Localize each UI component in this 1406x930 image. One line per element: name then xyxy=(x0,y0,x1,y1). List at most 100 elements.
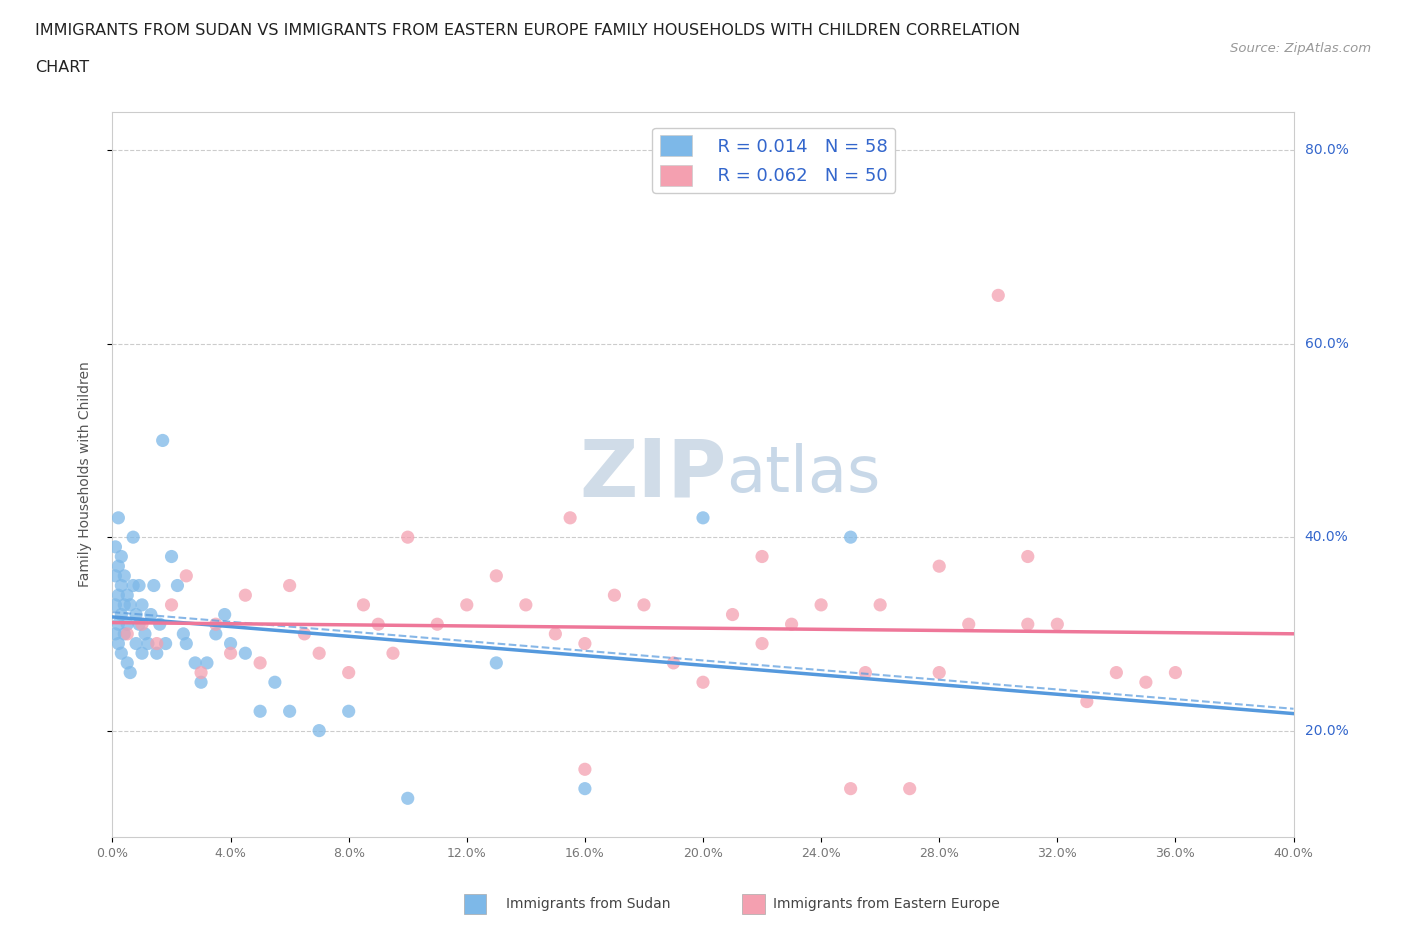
Point xyxy=(1046,617,1069,631)
Point xyxy=(456,597,478,612)
Point xyxy=(107,617,129,631)
Point xyxy=(485,568,508,583)
Point xyxy=(122,578,145,593)
Point xyxy=(107,511,129,525)
Point xyxy=(233,588,256,603)
Point xyxy=(174,568,197,583)
Point xyxy=(131,597,153,612)
Text: 20.0%: 20.0% xyxy=(1305,724,1348,737)
Point xyxy=(107,559,129,574)
Point xyxy=(172,627,194,642)
Point xyxy=(558,511,582,525)
Y-axis label: Family Households with Children: Family Households with Children xyxy=(77,362,91,587)
Point xyxy=(195,656,218,671)
Point xyxy=(110,549,132,564)
Point xyxy=(112,597,135,612)
Text: IMMIGRANTS FROM SUDAN VS IMMIGRANTS FROM EASTERN EUROPE FAMILY HOUSEHOLDS WITH C: IMMIGRANTS FROM SUDAN VS IMMIGRANTS FROM… xyxy=(35,23,1021,38)
Point xyxy=(515,597,537,612)
Point xyxy=(107,636,129,651)
Point xyxy=(146,636,169,651)
Point xyxy=(131,645,153,660)
Point xyxy=(184,656,207,671)
Point xyxy=(485,656,508,671)
Point xyxy=(136,636,159,651)
Point xyxy=(839,530,862,545)
Bar xyxy=(742,894,765,914)
Point xyxy=(152,433,174,448)
Point xyxy=(249,704,271,719)
Point xyxy=(574,636,596,651)
Point xyxy=(662,656,685,671)
Point xyxy=(122,530,145,545)
Text: Immigrants from Eastern Europe: Immigrants from Eastern Europe xyxy=(773,897,1000,911)
Legend:   R = 0.014   N = 58,   R = 0.062   N = 50: R = 0.014 N = 58, R = 0.062 N = 50 xyxy=(652,128,896,193)
Point xyxy=(233,645,256,660)
Point xyxy=(898,781,921,796)
Point xyxy=(160,597,183,612)
Point xyxy=(1017,617,1039,631)
Point xyxy=(987,288,1010,303)
Point xyxy=(160,549,183,564)
Point xyxy=(308,645,330,660)
Point xyxy=(155,636,177,651)
Point xyxy=(751,549,773,564)
Point xyxy=(544,627,567,642)
Point xyxy=(574,781,596,796)
Point xyxy=(205,627,228,642)
Point xyxy=(692,511,714,525)
Point xyxy=(104,568,127,583)
Point xyxy=(205,617,228,631)
Point xyxy=(190,665,212,680)
Point xyxy=(337,704,360,719)
Point xyxy=(367,617,389,631)
Point xyxy=(146,645,169,660)
Text: Immigrants from Sudan: Immigrants from Sudan xyxy=(506,897,671,911)
Point xyxy=(1076,694,1098,709)
Point xyxy=(426,617,449,631)
Point xyxy=(120,665,142,680)
Point xyxy=(292,627,315,642)
Point xyxy=(633,597,655,612)
Point xyxy=(139,607,162,622)
Point xyxy=(249,656,271,671)
Point xyxy=(928,665,950,680)
Point xyxy=(131,617,153,631)
Point xyxy=(120,597,142,612)
Point xyxy=(166,578,188,593)
Point xyxy=(125,607,148,622)
Point xyxy=(869,597,891,612)
Point xyxy=(110,645,132,660)
Bar xyxy=(464,894,486,914)
Point xyxy=(125,636,148,651)
Point xyxy=(219,645,242,660)
Point xyxy=(142,578,165,593)
Point xyxy=(352,597,374,612)
Point xyxy=(190,675,212,690)
Point xyxy=(117,627,138,642)
Point xyxy=(1135,675,1157,690)
Point xyxy=(603,588,626,603)
Point xyxy=(278,704,301,719)
Point xyxy=(264,675,287,690)
Point xyxy=(134,627,156,642)
Point xyxy=(928,559,950,574)
Point xyxy=(396,790,419,805)
Point xyxy=(117,588,138,603)
Point xyxy=(396,530,419,545)
Text: CHART: CHART xyxy=(35,60,89,75)
Point xyxy=(104,539,127,554)
Point xyxy=(149,617,172,631)
Text: ZIP: ZIP xyxy=(579,435,727,513)
Point xyxy=(110,578,132,593)
Point xyxy=(112,627,135,642)
Point xyxy=(110,607,132,622)
Point xyxy=(751,636,773,651)
Point xyxy=(104,597,127,612)
Point xyxy=(780,617,803,631)
Text: 40.0%: 40.0% xyxy=(1305,530,1348,544)
Point xyxy=(382,645,405,660)
Point xyxy=(692,675,714,690)
Point xyxy=(117,656,138,671)
Point xyxy=(855,665,877,680)
Point xyxy=(337,665,360,680)
